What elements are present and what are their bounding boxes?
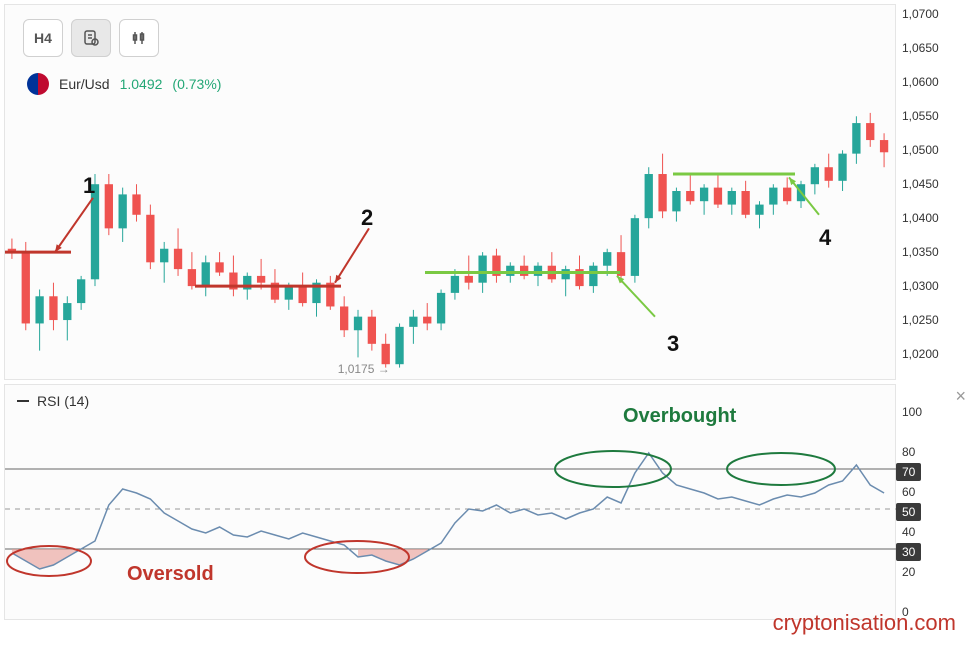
price-ytick: 1,0500 (896, 143, 939, 157)
low-price-label: 1,0175 → (338, 362, 390, 376)
overbought-label: Overbought (623, 405, 736, 428)
price-ytick: 1,0600 (896, 75, 939, 89)
price-ytick: 1,0550 (896, 109, 939, 123)
oversold-label: Oversold (127, 563, 214, 586)
rsi-level-badge: 50 (896, 503, 921, 521)
price-chart[interactable] (5, 5, 897, 381)
annotation-2: 2 (361, 205, 373, 231)
rsi-ytick: 40 (896, 525, 915, 539)
y-axis: 1,0700 1,0650 1,0600 1,0550 1,0500 1,0450 1,04… (896, 4, 966, 620)
price-ytick: 1,0300 (896, 279, 939, 293)
price-ytick: 1,0450 (896, 177, 939, 191)
rsi-ytick: 60 (896, 485, 915, 499)
rsi-ytick: 100 (896, 405, 922, 419)
annotation-4: 4 (819, 225, 831, 251)
rsi-level-badge: 30 (896, 543, 921, 561)
price-ytick: 1,0700 (896, 7, 939, 21)
rsi-ytick: 80 (896, 445, 915, 459)
rsi-level-badge: 70 (896, 463, 921, 481)
rsi-ytick: 20 (896, 565, 915, 579)
rsi-panel: RSI (14) Oversold Overbought (4, 384, 896, 620)
price-ytick: 1,0250 (896, 313, 939, 327)
annotation-3: 3 (667, 331, 679, 357)
price-ytick: 1,0400 (896, 211, 939, 225)
price-ytick: 1,0350 (896, 245, 939, 259)
price-chart-panel: H4 Eur/Usd 1.0492 (0.73%) 1,0175 → 1 2 3… (4, 4, 896, 380)
watermark: cryptonisation.com (773, 610, 956, 636)
price-ytick: 1,0200 (896, 347, 939, 361)
price-ytick: 1,0650 (896, 41, 939, 55)
annotation-1: 1 (83, 173, 95, 199)
